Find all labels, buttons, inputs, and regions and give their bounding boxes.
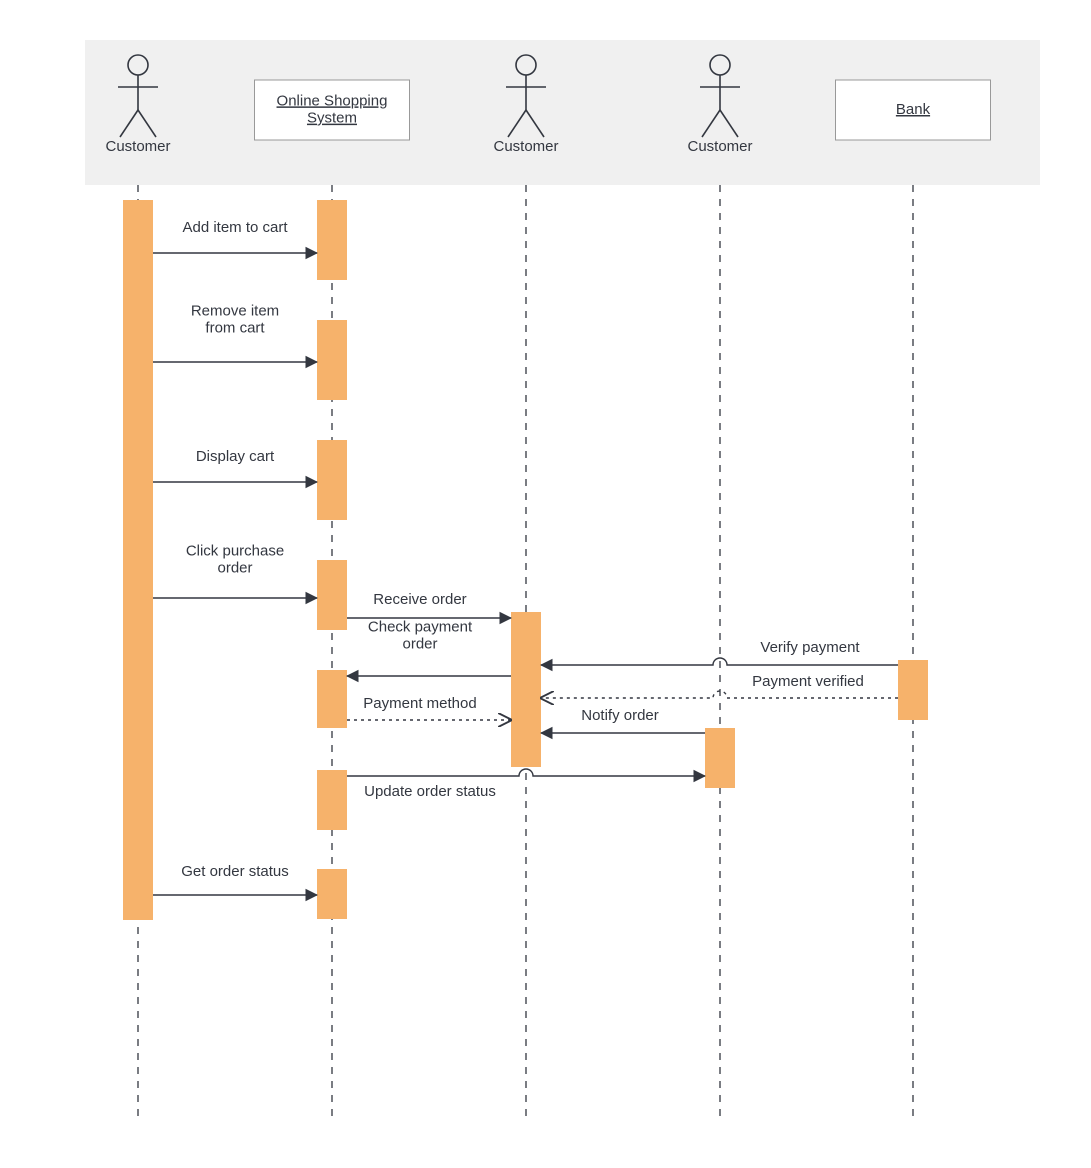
activation-bar [317,320,347,400]
activation-bar [123,200,153,920]
message-label: Payment method [363,695,476,712]
activation-bar [898,660,928,720]
message-label: Update order status [364,783,496,800]
message-label: Verify payment [760,639,860,656]
actor-label: Customer [105,138,170,155]
actor-label: Customer [493,138,558,155]
message-label: Get order status [181,863,289,880]
message-label: Remove itemfrom cart [191,302,279,336]
sequence-diagram: CustomerOnline ShoppingSystemCustomerCus… [0,0,1091,1168]
activation-bar [317,200,347,280]
message-label: Add item to cart [182,219,288,236]
message-label: Display cart [196,448,275,465]
actor-label: Customer [687,138,752,155]
message-label: Click purchaseorder [186,542,284,576]
activation-bar [511,612,541,767]
message-label: Notify order [581,707,659,724]
activation-bar [317,440,347,520]
message-label: Payment verified [752,673,864,690]
participant-label: Bank [896,101,931,118]
activation-bar [317,560,347,630]
message-label: Check paymentorder [368,618,473,652]
activation-bar [317,670,347,728]
message-label: Receive order [373,591,466,608]
activation-bar [317,869,347,919]
activation-bar [317,770,347,830]
activation-bar [705,728,735,788]
